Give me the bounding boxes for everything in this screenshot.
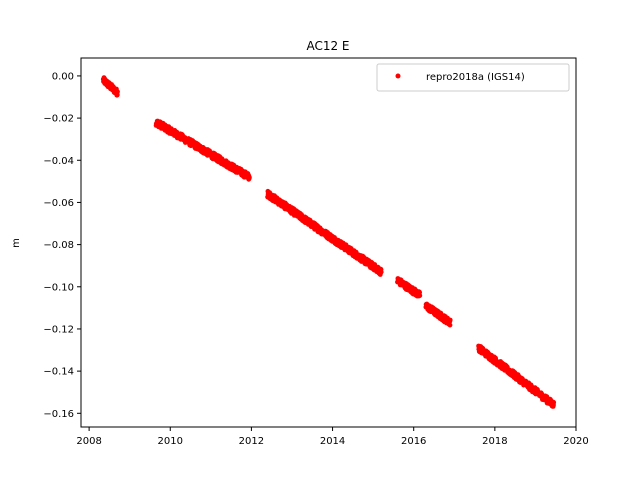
y-tick-label: −0.14 — [43, 367, 74, 378]
y-tick-label: −0.06 — [43, 198, 74, 209]
legend-frame — [376, 63, 570, 92]
y-tick-label: −0.10 — [43, 282, 74, 293]
legend-marker — [395, 73, 401, 79]
data-point-seg4 — [447, 317, 453, 323]
y-tick-label: 0.00 — [52, 71, 74, 82]
legend-label: repro2018a (IGS14) — [426, 72, 525, 83]
data-point-seg4 — [447, 322, 453, 328]
y-tick-label: −0.02 — [43, 114, 74, 125]
y-tick-label: −0.08 — [43, 240, 74, 251]
y-tick-label: −0.04 — [43, 156, 74, 167]
data-point-seg0 — [115, 89, 120, 95]
legend: repro2018a (IGS14) — [376, 63, 570, 92]
y-axis-label: m — [11, 238, 22, 248]
data-point-seg2 — [378, 269, 384, 275]
data-points — [100, 75, 557, 409]
x-tick-label: 2020 — [563, 436, 588, 447]
x-tick-label: 2018 — [482, 436, 507, 447]
x-tick-label: 2016 — [401, 436, 426, 447]
chart-title: AC12 E — [306, 39, 349, 53]
y-tick-label: −0.12 — [43, 324, 74, 335]
axes-frame — [80, 57, 577, 428]
y-tick-label: −0.16 — [43, 409, 74, 420]
data-point-seg5 — [551, 400, 557, 405]
data-point-seg1 — [247, 175, 252, 180]
x-tick-label: 2008 — [76, 436, 101, 447]
x-tick-label: 2012 — [239, 436, 264, 447]
axes: 2008 2010 2012 2014 2016 2018 2020 0.00 −0.02 −0.… — [43, 57, 589, 447]
x-tick-label: 2014 — [320, 436, 345, 447]
data-point-seg3 — [417, 293, 423, 298]
x-tick-label: 2010 — [158, 436, 183, 447]
